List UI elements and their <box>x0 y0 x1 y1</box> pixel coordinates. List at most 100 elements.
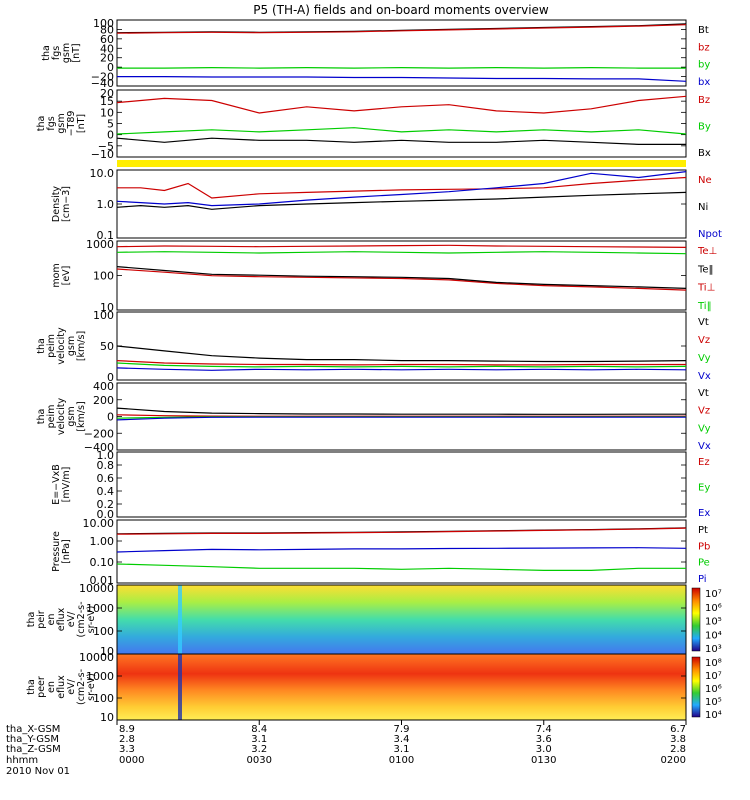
ylabel-line: [nT] <box>71 43 82 62</box>
series-bx <box>117 76 687 82</box>
ylabel-line: sr-eV) <box>86 673 97 701</box>
legend-By: By <box>698 122 711 133</box>
panel-vpeim: 100 50 0 tha peim velocity gsm [km/s] Vt Vz Vy Vx <box>36 309 711 384</box>
ytick-label: −40 <box>91 77 114 90</box>
ytick-label: 20 <box>100 87 114 100</box>
ylabel-line: fgs <box>51 46 62 60</box>
ytick-label: 20 <box>100 52 114 65</box>
ylabel-peir: tha peir en eflux eV/(cm2-s-sr-eV) <box>26 601 97 637</box>
footer-value-x: 8.9 <box>119 724 135 735</box>
ytick-label: 0 <box>107 371 114 384</box>
ylabel-line: mom <box>51 263 62 287</box>
heatmap-peer <box>117 654 686 720</box>
panel-temp: 1000 100 10 mom [eV] Te⊥ Te‖ Ti⊥ Ti‖ <box>51 238 717 314</box>
ylabel-line: eflux <box>56 675 67 699</box>
ylabel-peer: tha peer en eflux eV/(cm2-s-sr-eV) <box>26 669 97 705</box>
series-Ti‖ <box>116 251 687 255</box>
colorbar-label: 10⁵ <box>705 697 722 708</box>
footer-value-x: 6.7 <box>670 724 686 735</box>
figure-title: P5 (TH-A) fields and on-board moments ov… <box>253 3 549 17</box>
heatmap-spike <box>178 585 182 654</box>
footer-value-t: 0200 <box>661 755 686 766</box>
footer-label: tha_X-GSM <box>6 724 60 735</box>
ylabel-line: [km/s] <box>76 401 87 431</box>
ylabel-line: peer <box>36 676 47 698</box>
ylabel-line: [nPa] <box>61 539 72 564</box>
ytick-label: 1000 <box>86 602 114 615</box>
footer-value-x: 7.4 <box>536 724 552 735</box>
ytick-label: 15 <box>100 95 114 108</box>
ytick-label: 0.8 <box>97 459 115 472</box>
ytick-label: 0.0 <box>97 508 115 521</box>
legend-Ne: Ne <box>698 175 712 186</box>
colorbar-label: 10⁷ <box>705 671 722 682</box>
series-Vx <box>116 367 687 371</box>
ytick-label: 100 <box>93 17 114 30</box>
footer-value-y: 2.8 <box>119 734 135 745</box>
ytick-label: 1000 <box>86 238 114 251</box>
legend-Pe: Pe <box>698 558 710 569</box>
ytick-label: 10000 <box>79 651 114 664</box>
legend-by: by <box>698 60 710 71</box>
series-Ti⊥ <box>116 244 687 248</box>
series-Pb <box>116 527 687 535</box>
series-By <box>116 127 687 135</box>
legend-Vx: Vx <box>698 371 711 382</box>
ylabel-line: eV/ <box>66 678 77 694</box>
ylabel-bfac: tha fgs gsm −T89 [nT] <box>36 111 87 137</box>
ylabel-vpeir: tha peim velocity gsm [km/s] <box>36 398 87 436</box>
panel-press: 10.00 1.00 0.10 0.01 Pressure [nPa] Pt Pb Pe Pi <box>51 517 710 587</box>
footer-value-t: 0000 <box>119 755 144 766</box>
footer-label: hhmm <box>6 755 38 766</box>
ytick-label: −200 <box>84 427 114 440</box>
legend-bx: bx <box>698 77 710 88</box>
ytick-label: 0.2 <box>97 498 115 511</box>
ytick-label: 100 <box>93 309 114 322</box>
ylabel-line: en <box>46 614 57 626</box>
legend-Pi: Pi <box>698 574 707 585</box>
ylabel-line: tha <box>36 338 47 354</box>
legend-Vy: Vy <box>698 423 711 434</box>
ytick-label: 10 <box>100 645 114 658</box>
ylabel-line: E=−VxB <box>51 464 62 505</box>
legend-Vz: Vz <box>698 335 710 346</box>
footer-label: tha_Y-GSM <box>6 734 59 745</box>
panel-efield: 1.00.80.60.40.20.0 E=−VxB [mV/m] Ez Ey Ex <box>51 449 710 521</box>
ylabel-line: gsm <box>66 406 77 426</box>
series-bz <box>116 24 687 34</box>
ytick-label: 0.1 <box>97 229 115 242</box>
ytick-label: 10 <box>100 106 114 119</box>
ylabel-line: (cm2-s- <box>76 601 87 637</box>
ylabel-line: eflux <box>56 607 67 631</box>
ylabel-line: peim <box>46 334 57 358</box>
colorbar-label: 10⁶ <box>705 684 722 695</box>
legend-Bt: Bt <box>698 25 709 36</box>
series-Te‖ <box>116 266 687 289</box>
series-Vz <box>116 360 686 366</box>
ylabel-line: velocity <box>56 327 67 365</box>
ytick-label: −20 <box>91 71 114 84</box>
ylabel-line: gsm <box>56 113 67 133</box>
ylabel-line: gsm <box>66 336 77 356</box>
legend-Vt: Vt <box>698 388 709 399</box>
footer-value-z: 3.0 <box>536 744 552 755</box>
ylabel-temp: mom [eV] <box>51 263 72 287</box>
ylabel-line: peir <box>36 610 47 629</box>
ytick-label: 0 <box>107 129 114 142</box>
ylabel-line: tha <box>26 612 37 628</box>
ylabel-line: Pressure <box>51 531 62 572</box>
ytick-label: 100 <box>93 692 114 705</box>
ytick-label: 10000 <box>79 582 114 595</box>
ytick-label: −10 <box>91 148 114 161</box>
footer-value-z: 2.8 <box>670 744 686 755</box>
footer-value-y: 3.6 <box>536 734 552 745</box>
ylabel-line: −T89 <box>66 111 77 137</box>
ylabel-bgsm: tha fgs gsm [nT] <box>41 43 82 63</box>
ytick-label: 1.0 <box>97 449 115 462</box>
legend-Ti‖: Ti‖ <box>697 301 712 312</box>
panel-dens: 10.0 1.0 0.1 Density [cm−3] Ne Ni Npot <box>51 167 722 242</box>
footer-value-z: 3.1 <box>394 744 410 755</box>
colorbar-peir: 10⁷ 10⁶ 10⁵ 10⁴ 10³ <box>691 587 722 655</box>
ytick-label: 1.00 <box>90 535 115 548</box>
